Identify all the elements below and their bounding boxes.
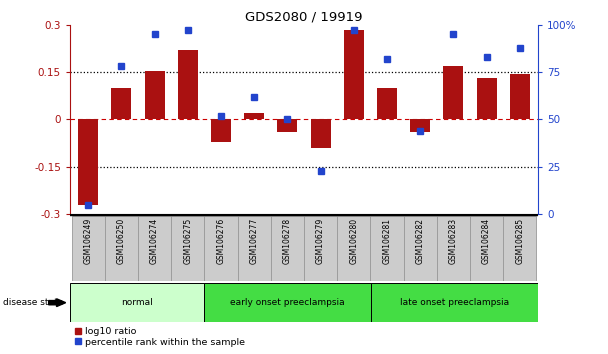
Text: late onset preeclampsia: late onset preeclampsia	[400, 298, 509, 307]
Bar	[443, 66, 463, 119]
Text: GSM106275: GSM106275	[183, 218, 192, 264]
Text: GSM106276: GSM106276	[216, 218, 226, 264]
Bar	[470, 216, 503, 281]
Bar	[371, 283, 538, 322]
Bar	[337, 216, 370, 281]
Bar	[344, 29, 364, 119]
Bar	[204, 283, 371, 322]
Bar	[377, 88, 397, 119]
Bar	[138, 216, 171, 281]
Bar	[510, 74, 530, 119]
Bar	[304, 216, 337, 281]
Bar	[244, 113, 264, 119]
Text: GSM106280: GSM106280	[350, 218, 358, 264]
Text: GSM106274: GSM106274	[150, 218, 159, 264]
Bar	[437, 216, 470, 281]
Text: normal: normal	[121, 298, 153, 307]
Text: GSM106283: GSM106283	[449, 218, 458, 264]
Text: GSM106285: GSM106285	[516, 218, 524, 264]
Bar	[111, 88, 131, 119]
Title: GDS2080 / 19919: GDS2080 / 19919	[245, 11, 363, 24]
Text: GSM106282: GSM106282	[416, 218, 425, 264]
Bar	[477, 79, 497, 119]
Legend: log10 ratio, percentile rank within the sample: log10 ratio, percentile rank within the …	[75, 327, 245, 347]
Text: GSM106278: GSM106278	[283, 218, 292, 264]
Bar	[145, 70, 165, 119]
Text: GSM106249: GSM106249	[84, 218, 92, 264]
Text: GSM106250: GSM106250	[117, 218, 126, 264]
Bar	[70, 283, 204, 322]
Bar	[311, 119, 331, 148]
Bar	[204, 216, 238, 281]
Bar	[78, 119, 98, 205]
Text: disease state: disease state	[3, 298, 63, 307]
Bar	[105, 216, 138, 281]
Bar	[211, 119, 231, 142]
Bar	[404, 216, 437, 281]
Bar	[503, 216, 536, 281]
Bar	[178, 50, 198, 119]
Bar	[171, 216, 204, 281]
Bar	[410, 119, 430, 132]
Text: GSM106281: GSM106281	[382, 218, 392, 264]
Text: GSM106277: GSM106277	[250, 218, 258, 264]
Bar	[72, 216, 105, 281]
Text: early onset preeclampsia: early onset preeclampsia	[230, 298, 345, 307]
Bar	[370, 216, 404, 281]
Bar	[277, 119, 297, 132]
Text: GSM106279: GSM106279	[316, 218, 325, 264]
Bar	[271, 216, 304, 281]
Bar	[238, 216, 271, 281]
Text: GSM106284: GSM106284	[482, 218, 491, 264]
